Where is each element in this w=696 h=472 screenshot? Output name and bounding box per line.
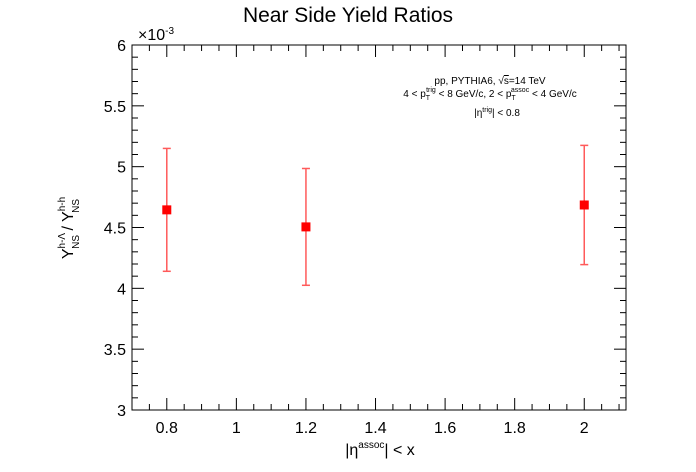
data-point [579, 144, 589, 266]
annotation-line-1: pp, PYTHIA6, √s=14 TeV [434, 75, 546, 87]
data-marker [579, 200, 589, 210]
x-tick-label: 0.8 [156, 420, 178, 437]
x-tick-label: 2 [580, 420, 589, 437]
data-marker [301, 222, 311, 232]
x-tick-label: 1.4 [364, 420, 386, 437]
y-tick-label: 4.5 [104, 221, 126, 238]
x-tick-label: 1.2 [295, 420, 317, 437]
x-tick-label: 1 [232, 420, 241, 437]
y-axis-title: Yh-Λ NS / Yh-h NS [57, 197, 82, 259]
x-axis-title: |ηassoc| < x [345, 440, 415, 459]
y-tick-label: 3 [117, 403, 126, 420]
data-series [162, 144, 589, 287]
y-exponent-label: ×10-3 [138, 26, 174, 44]
y-tick-label: 6 [117, 38, 126, 55]
data-point [162, 147, 172, 273]
x-axis-tick-labels: 0.8 1 1.2 1.4 1.6 1.8 2 [156, 420, 589, 437]
plot-annotation: pp, PYTHIA6, √s=14 TeV 4 < pTtrig < 8 Ge… [403, 75, 576, 119]
y-tick-label: 5 [117, 160, 126, 177]
y-tick-label: 3.5 [104, 342, 126, 359]
y-tick-label: 4 [117, 281, 126, 298]
data-point [301, 167, 311, 287]
x-tick-label: 1.6 [434, 420, 456, 437]
data-marker [162, 205, 172, 215]
y-axis-ticks [132, 44, 626, 411]
x-axis-ticks [131, 45, 620, 410]
annotation-line-3: |ηtrig| < 0.8 [474, 107, 520, 119]
chart-title: Near Side Yield Ratios [243, 4, 453, 27]
y-tick-label: 5.5 [104, 99, 126, 116]
y-axis-tick-labels: 3 3.5 4 4.5 5 5.5 6 [104, 38, 126, 420]
annotation-line-2: 4 < pTtrig < 8 GeV/c, 2 < pTassoc < 4 Ge… [403, 87, 576, 102]
x-tick-label: 1.8 [504, 420, 526, 437]
